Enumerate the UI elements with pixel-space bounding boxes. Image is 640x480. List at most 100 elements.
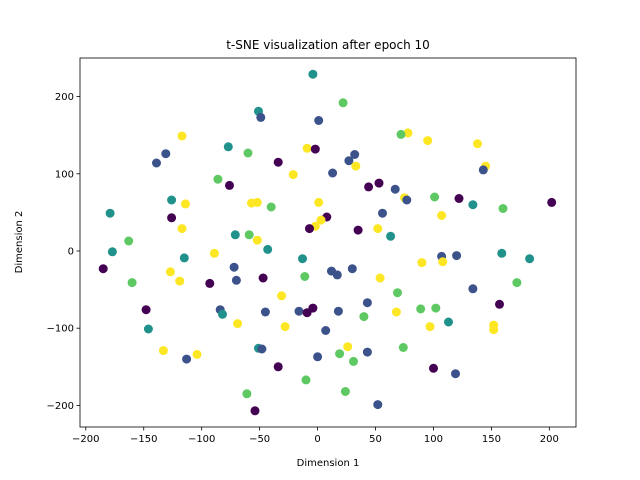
- data-point: [438, 257, 448, 267]
- data-point: [373, 400, 383, 410]
- data-point: [403, 128, 413, 138]
- data-point: [429, 363, 438, 373]
- data-point: [343, 342, 353, 352]
- data-point: [161, 149, 171, 159]
- data-point: [452, 251, 462, 261]
- data-point: [359, 312, 369, 322]
- data-point: [181, 199, 190, 209]
- data-point: [350, 150, 360, 159]
- x-tick-label: 50: [369, 434, 382, 445]
- points-layer: [98, 69, 557, 416]
- data-point: [301, 375, 311, 385]
- data-point: [260, 307, 270, 317]
- data-point: [213, 174, 223, 184]
- data-point: [192, 349, 202, 359]
- data-point: [107, 247, 117, 257]
- data-point: [124, 236, 134, 246]
- data-point: [218, 309, 227, 319]
- data-point: [244, 230, 254, 240]
- data-point: [230, 230, 240, 240]
- data-point: [347, 264, 357, 274]
- data-point: [298, 254, 307, 264]
- data-point: [396, 129, 406, 139]
- data-point: [231, 275, 241, 285]
- data-point: [314, 116, 324, 125]
- data-point: [374, 178, 384, 188]
- data-point: [205, 278, 215, 288]
- data-point: [277, 291, 287, 301]
- data-point: [229, 262, 239, 272]
- x-axis-label: Dimension 1: [297, 458, 360, 469]
- y-tick-label: −100: [47, 324, 74, 335]
- data-point: [328, 168, 338, 178]
- x-tick-label: 0: [314, 434, 320, 445]
- data-point: [316, 215, 326, 225]
- data-point: [313, 352, 323, 362]
- data-point: [182, 354, 192, 364]
- data-point: [243, 148, 253, 158]
- data-point: [378, 208, 387, 218]
- data-point: [256, 112, 266, 122]
- data-point: [393, 288, 402, 298]
- chart-title: t-SNE visualization after epoch 10: [226, 38, 430, 52]
- data-point: [362, 298, 372, 308]
- data-point: [386, 231, 396, 241]
- data-point: [177, 131, 187, 141]
- data-point: [473, 139, 482, 149]
- data-point: [175, 276, 185, 286]
- data-point: [300, 272, 310, 281]
- data-point: [335, 349, 345, 359]
- data-point: [263, 244, 273, 254]
- data-point: [390, 184, 400, 194]
- data-point: [391, 307, 401, 317]
- data-point: [423, 136, 433, 146]
- data-point: [340, 387, 350, 396]
- y-tick-label: 200: [55, 92, 74, 103]
- data-point: [98, 264, 108, 274]
- data-point: [437, 211, 447, 220]
- data-point: [547, 197, 557, 207]
- data-point: [468, 284, 478, 294]
- data-point: [167, 195, 177, 205]
- data-point: [495, 299, 504, 309]
- data-point: [362, 347, 372, 357]
- y-tick-label: 0: [68, 246, 74, 257]
- data-point: [225, 180, 234, 190]
- data-point: [158, 346, 168, 356]
- data-point: [444, 317, 453, 327]
- data-point: [280, 322, 290, 332]
- y-tick-label: 100: [55, 169, 74, 180]
- data-point: [252, 197, 262, 207]
- data-point: [141, 305, 151, 315]
- data-point: [373, 224, 383, 234]
- x-tick-label: −50: [249, 434, 270, 445]
- data-point: [398, 343, 408, 352]
- data-point: [165, 267, 175, 277]
- data-point: [425, 322, 435, 332]
- data-point: [333, 306, 343, 316]
- data-point: [332, 270, 342, 280]
- data-point: [266, 202, 276, 212]
- data-point: [349, 356, 358, 366]
- x-tick-label: 100: [424, 434, 443, 445]
- data-point: [273, 362, 283, 372]
- data-point: [242, 389, 252, 399]
- data-point: [288, 170, 298, 180]
- data-point: [344, 156, 354, 166]
- x-tick-label: −100: [188, 434, 215, 445]
- data-point: [364, 182, 374, 192]
- x-tick-label: 200: [540, 434, 559, 445]
- x-tick-label: 150: [482, 434, 501, 445]
- data-point: [179, 253, 189, 263]
- data-point: [430, 192, 440, 202]
- data-point: [105, 208, 115, 218]
- data-point: [375, 273, 385, 283]
- data-point: [233, 319, 243, 329]
- data-point: [351, 161, 361, 171]
- data-point: [417, 258, 427, 268]
- plot-frame: [79, 57, 577, 428]
- data-point: [273, 157, 283, 167]
- data-point: [468, 200, 478, 210]
- y-axis: −200 −100 0 100 200: [47, 92, 80, 412]
- data-point: [353, 225, 363, 235]
